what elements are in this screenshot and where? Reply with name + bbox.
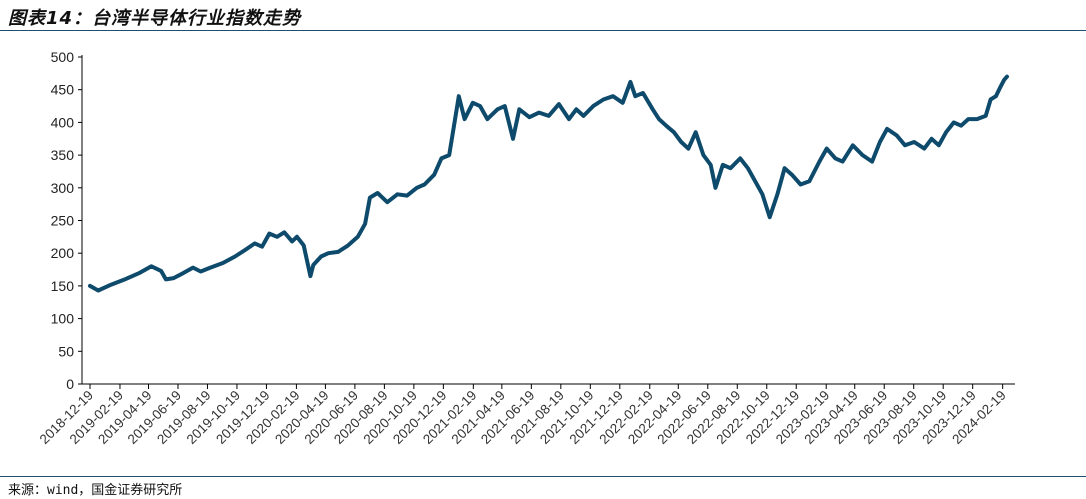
source-divider bbox=[0, 476, 1086, 477]
chart-title: 图表14：台湾半导体行业指数走势 bbox=[8, 8, 302, 29]
y-tick-label: 350 bbox=[51, 147, 75, 163]
index-series-line bbox=[88, 74, 1009, 293]
y-tick-label: 200 bbox=[51, 245, 75, 261]
y-tick-label: 300 bbox=[51, 180, 75, 196]
y-tick-label: 400 bbox=[51, 114, 75, 130]
y-tick-label: 0 bbox=[66, 376, 74, 392]
y-tick-label: 100 bbox=[51, 311, 75, 327]
y-tick-label: 50 bbox=[58, 343, 74, 359]
y-tick-label: 500 bbox=[51, 49, 75, 65]
y-tick-label: 450 bbox=[51, 82, 75, 98]
title-divider bbox=[0, 30, 1086, 31]
y-tick-label: 250 bbox=[51, 213, 75, 229]
y-tick-label: 150 bbox=[51, 278, 75, 294]
source-note: 来源：wind，国金证券研究所 bbox=[8, 483, 183, 498]
